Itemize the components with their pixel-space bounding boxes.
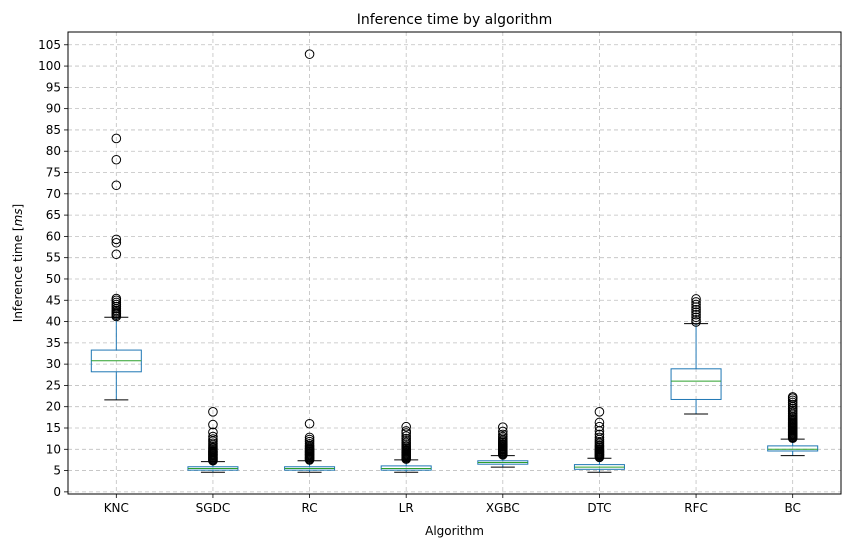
y-tick-label: 60: [46, 229, 61, 243]
outlier-point: [401, 421, 411, 432]
plot-frame: [67, 31, 842, 495]
chart-title: Inference time by algorithm: [357, 12, 553, 28]
outlier-point: [787, 392, 798, 402]
x-tick-label: XGBC: [486, 501, 520, 515]
outlier-point: [498, 429, 508, 440]
y-tick-label: 85: [46, 123, 61, 137]
y-axis-title-prefix: Inference time [: [11, 226, 25, 322]
y-tick-label: 30: [46, 357, 61, 371]
box-rfc: [670, 323, 722, 415]
y-tick-label: 35: [46, 336, 61, 350]
y-axis-title-suffix: ]: [11, 204, 25, 209]
y-tick-label: 100: [38, 59, 61, 73]
outlier-point: [111, 133, 122, 144]
outlier-point: [208, 427, 218, 438]
y-tick-label: 15: [46, 421, 61, 435]
outlier-point: [594, 417, 605, 428]
outlier-point: [691, 304, 701, 315]
outlier-point: [111, 234, 122, 245]
y-tick-label: 45: [46, 293, 61, 307]
x-tick-label: LR: [399, 501, 414, 515]
boxes: [90, 316, 819, 473]
outlier-point: [401, 426, 411, 436]
outlier-point: [498, 426, 508, 437]
x-tick-label: SGDC: [196, 501, 231, 515]
outlier-point: [691, 302, 701, 312]
outlier-point: [691, 315, 701, 325]
x-tick-label: RFC: [684, 501, 708, 515]
y-tick-label: 90: [46, 102, 61, 116]
outliers: [111, 49, 798, 466]
outlier-point: [111, 293, 122, 304]
y-tick-label: 20: [46, 400, 61, 414]
outlier-point: [594, 407, 605, 417]
outlier-point: [498, 422, 508, 432]
outlier-point: [208, 407, 218, 417]
x-tick-label: KNC: [104, 501, 129, 515]
y-axis: 0 5 10 15 20 25 30 35 40 45 50 55 60 65 70 75 80 85 90 95 10…: [38, 38, 68, 499]
y-tick-label: 80: [46, 144, 61, 158]
y-tick-label: 65: [46, 208, 61, 222]
y-tick-label: 70: [46, 187, 61, 201]
y-tick-label: 25: [46, 378, 61, 392]
outlier-point: [111, 154, 122, 165]
y-tick-label: 10: [46, 442, 61, 456]
outlier-point: [304, 432, 315, 443]
y-tick-label: 5: [53, 464, 61, 478]
box-xgbc: [477, 455, 529, 468]
outlier-point: [208, 434, 218, 444]
x-tick-label: DTC: [587, 501, 611, 515]
y-tick-label: 105: [38, 38, 61, 52]
y-axis-title-unit: ms: [11, 208, 25, 226]
y-tick-label: 40: [46, 315, 61, 329]
x-axis: KNC SGDC RC LR XGBC DTC RFC BC: [104, 494, 801, 515]
outlier-point: [691, 299, 701, 310]
y-tick-label: 50: [46, 272, 61, 286]
iqr-box: [670, 368, 722, 400]
outlier-point: [691, 294, 701, 304]
x-axis-title: Algorithm: [425, 524, 484, 538]
outlier-point: [691, 297, 701, 307]
outlier-point: [594, 421, 605, 432]
outlier-point: [111, 237, 122, 248]
outlier-point: [304, 49, 315, 59]
y-tick-label: 55: [46, 251, 61, 265]
outlier-point: [111, 180, 122, 191]
x-tick-label: RC: [302, 501, 318, 515]
y-axis-title: Inference time [ms]: [11, 204, 25, 322]
y-tick-label: 0: [53, 485, 61, 499]
iqr-box: [767, 445, 819, 452]
outlier-point: [594, 432, 605, 443]
outlier-point: [304, 418, 315, 429]
x-tick-label: BC: [784, 501, 800, 515]
y-tick-label: 95: [46, 80, 61, 94]
outlier-point: [111, 249, 122, 260]
grid-lines: [68, 32, 841, 494]
y-tick-label: 75: [46, 166, 61, 180]
box-rc: [284, 460, 336, 473]
outlier-point: [691, 307, 701, 317]
outlier-point: [401, 433, 411, 444]
outlier-point: [208, 419, 218, 430]
outlier-point: [691, 312, 701, 323]
outlier-point: [691, 309, 701, 320]
outlier-point: [594, 429, 605, 440]
outlier-point: [208, 431, 218, 442]
outlier-point: [401, 431, 411, 441]
